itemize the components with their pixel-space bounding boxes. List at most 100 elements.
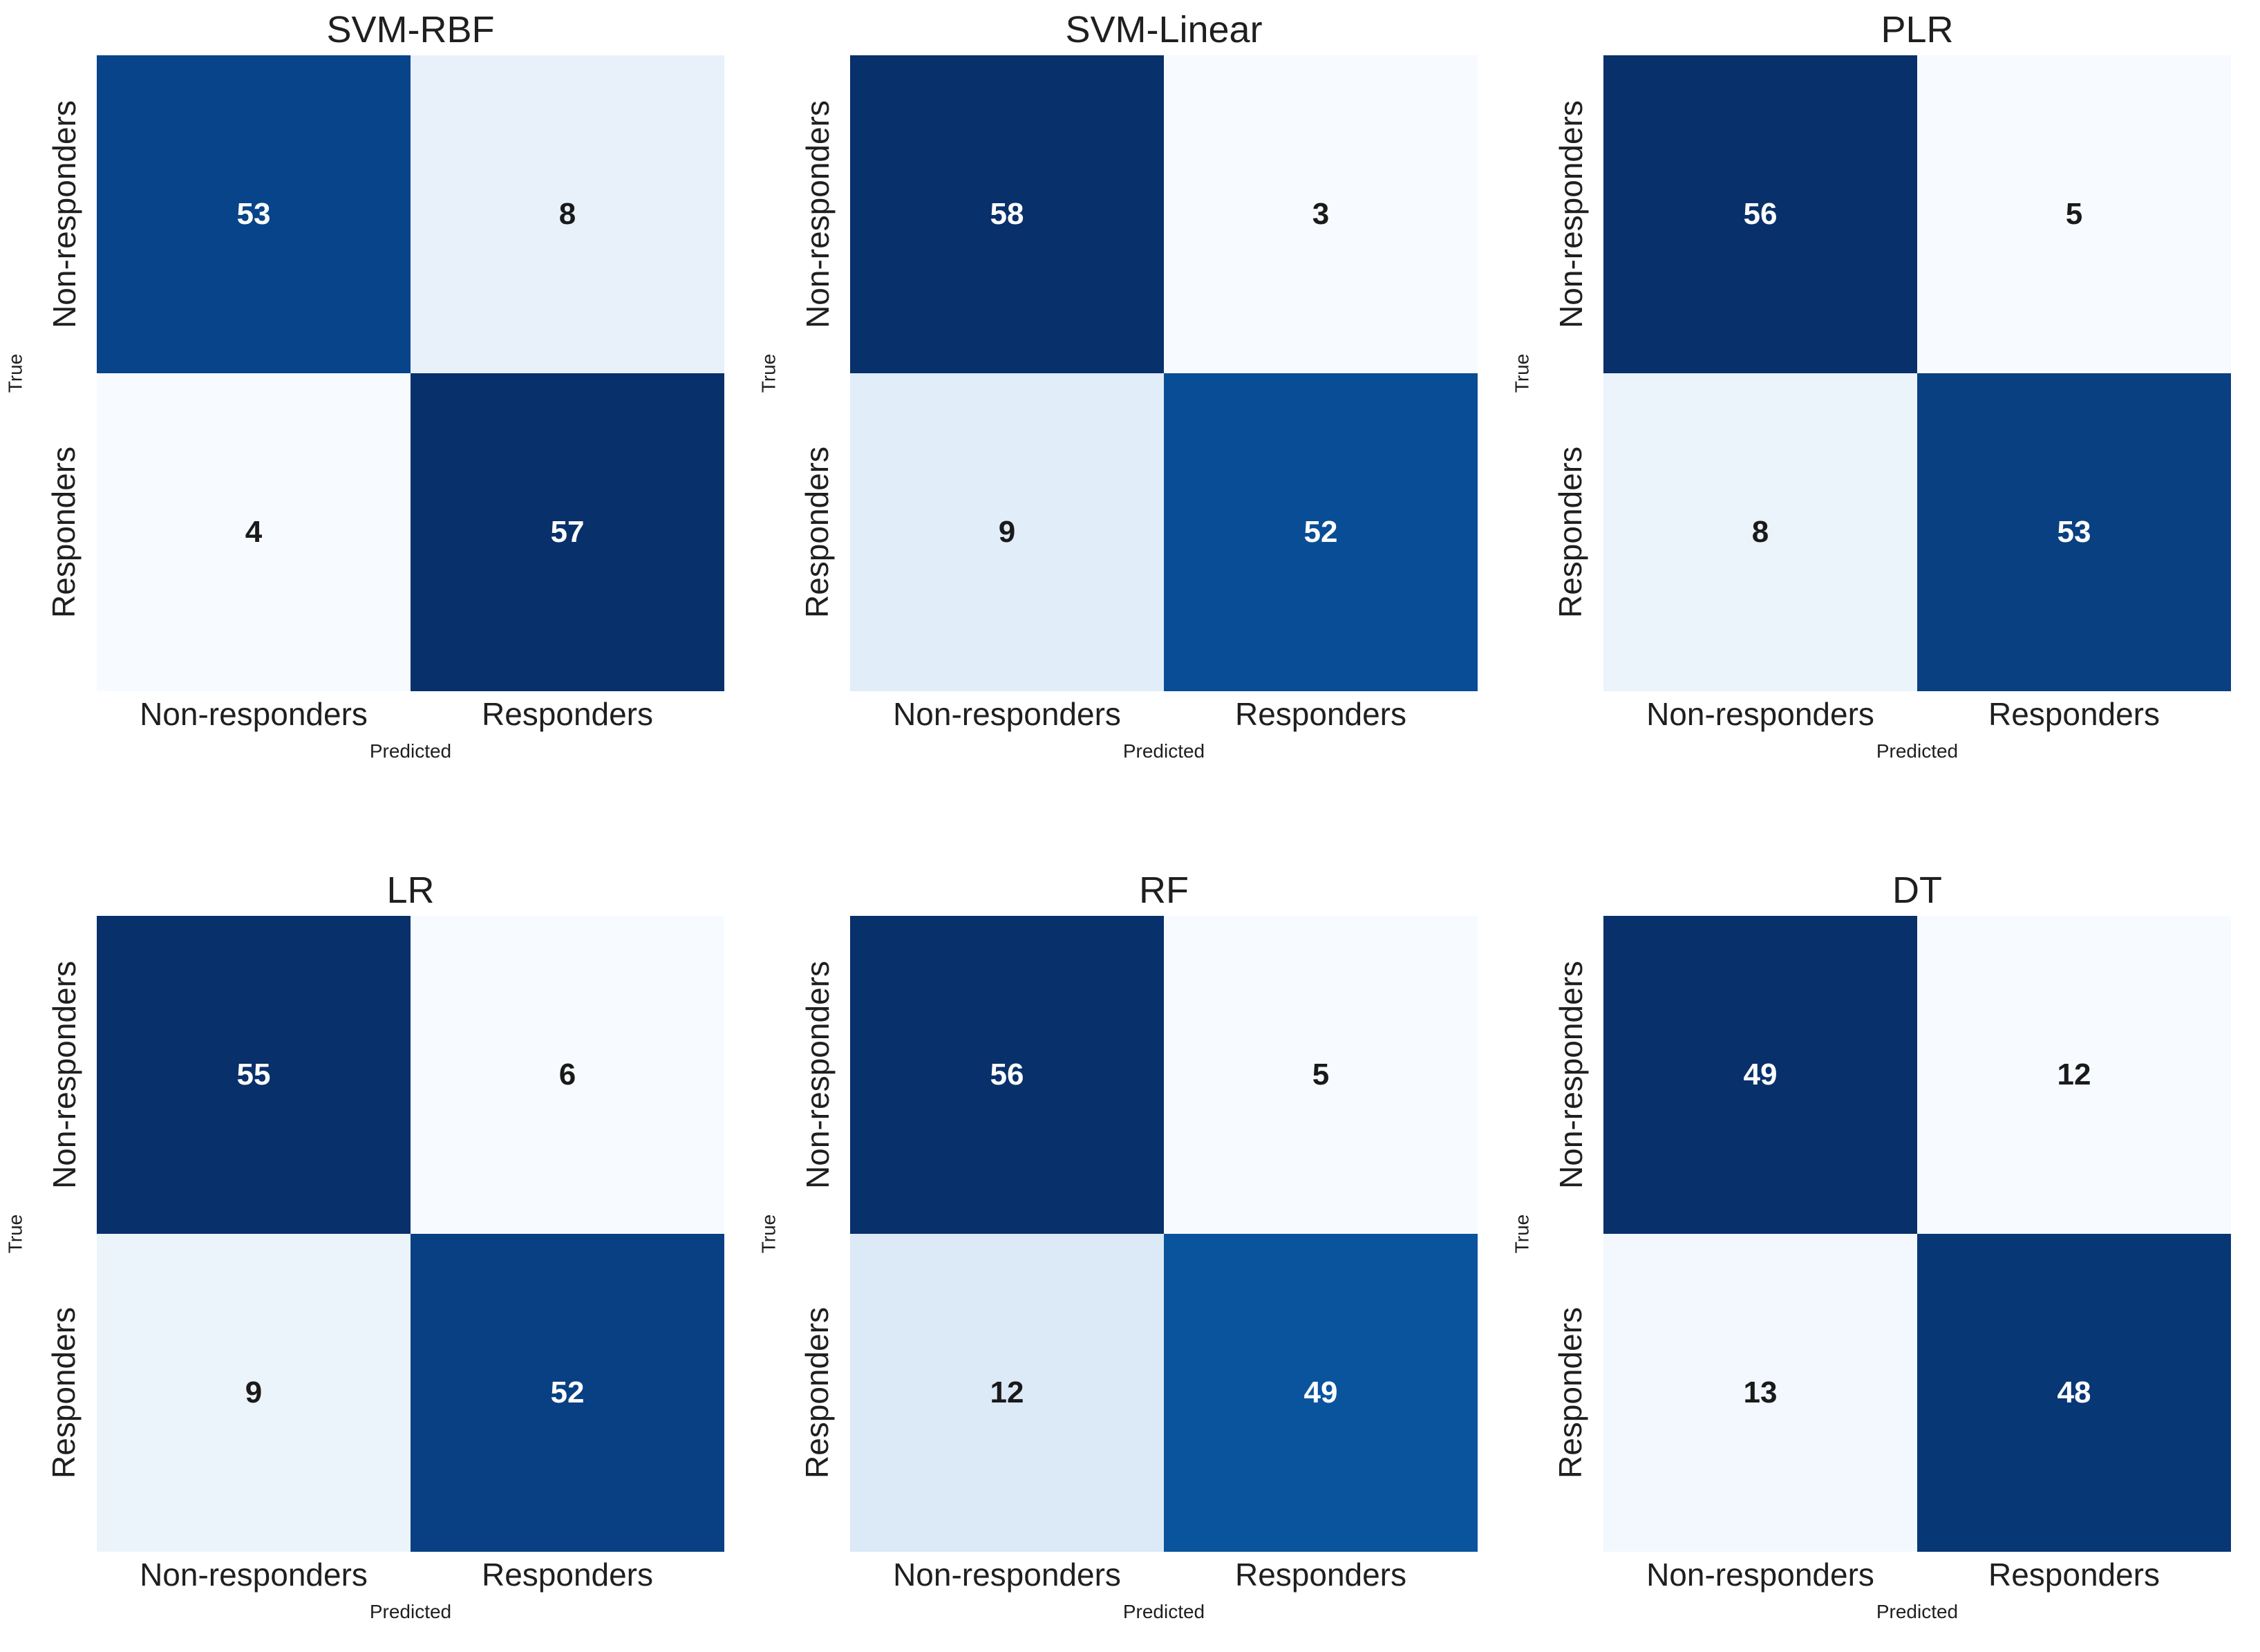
cell-value: 49 — [1743, 1058, 1778, 1091]
y-axis-label: True — [1507, 55, 1538, 691]
matrix-cell: 9 — [850, 373, 1164, 691]
x-tick-label: Responders — [481, 1557, 654, 1593]
matrix-cell: 3 — [1164, 55, 1478, 373]
matrix-cell: 56 — [1603, 55, 1917, 373]
cell-value: 13 — [1743, 1376, 1778, 1409]
subplot-title: SVM-Linear — [1065, 9, 1263, 50]
x-tick-row: Non-responders Responders — [850, 691, 1478, 737]
y-tick-column: Non-responders Responders — [31, 916, 97, 1552]
y-tick-label: Non-responders — [46, 961, 82, 1189]
confusion-matrix-svm-rbf: SVM-RBF True Non-responders Responders 5… — [0, 0, 753, 826]
heatmap: 58 3 9 52 — [850, 55, 1478, 691]
cell-value: 5 — [1312, 1058, 1330, 1091]
matrix-cell: 53 — [97, 55, 411, 373]
y-tick-label: Responders — [1552, 1306, 1589, 1479]
y-axis-label: True — [1507, 916, 1538, 1552]
x-tick-row: Non-responders Responders — [850, 1552, 1478, 1597]
x-tick-label: Non-responders — [1646, 1557, 1874, 1593]
heatmap: 56 5 8 53 — [1603, 55, 2231, 691]
matrix-cell: 6 — [411, 916, 724, 1234]
cell-value: 6 — [558, 1058, 576, 1091]
x-tick-label: Non-responders — [1646, 696, 1874, 732]
y-axis-label: True — [0, 916, 31, 1552]
y-axis-label: True — [753, 55, 784, 691]
matrix-cell: 12 — [850, 1234, 1164, 1552]
x-tick-row: Non-responders Responders — [97, 691, 724, 737]
x-tick-label: Responders — [1988, 696, 2160, 732]
cell-value: 56 — [990, 1058, 1024, 1091]
cell-value: 8 — [558, 197, 576, 231]
subplot-title: RF — [1139, 870, 1189, 911]
y-axis-label-text: True — [757, 1214, 780, 1254]
cell-value: 9 — [245, 1376, 263, 1409]
y-axis-label-text: True — [757, 353, 780, 393]
cell-value: 48 — [2057, 1376, 2091, 1409]
subplot-title: PLR — [1881, 9, 1954, 50]
y-axis-label-text: True — [4, 353, 26, 393]
x-tick-row: Non-responders Responders — [97, 1552, 724, 1597]
y-axis-label-text: True — [1511, 1214, 1533, 1254]
y-tick-label: Responders — [799, 446, 836, 619]
y-tick-label: Non-responders — [1552, 100, 1589, 328]
cell-value: 4 — [245, 515, 263, 549]
y-axis-label-text: True — [4, 1214, 26, 1254]
y-tick-label: Non-responders — [799, 961, 836, 1189]
y-tick-label: Non-responders — [46, 100, 82, 328]
matrix-cell: 13 — [1603, 1234, 1917, 1552]
x-tick-label: Responders — [1234, 1557, 1407, 1593]
matrix-cell: 8 — [1603, 373, 1917, 691]
x-tick-row: Non-responders Responders — [1603, 1552, 2231, 1597]
y-tick-column: Non-responders Responders — [1538, 916, 1603, 1552]
x-tick-label: Responders — [481, 696, 654, 732]
matrix-cell: 53 — [1917, 373, 2231, 691]
matrix-cell: 56 — [850, 916, 1164, 1234]
x-tick-label: Non-responders — [893, 1557, 1121, 1593]
y-tick-column: Non-responders Responders — [1538, 55, 1603, 691]
x-axis-label: Predicted — [1122, 740, 1205, 762]
heatmap: 55 6 9 52 — [97, 916, 724, 1552]
cell-value: 58 — [990, 197, 1024, 231]
cell-value: 12 — [990, 1376, 1024, 1409]
y-tick-column: Non-responders Responders — [31, 55, 97, 691]
x-axis-label: Predicted — [1122, 1601, 1205, 1622]
matrix-cell: 55 — [97, 916, 411, 1234]
y-tick-label: Responders — [46, 446, 82, 619]
x-axis-label: Predicted — [1876, 1601, 1959, 1622]
y-tick-column: Non-responders Responders — [784, 55, 850, 691]
y-tick-column: Non-responders Responders — [784, 916, 850, 1552]
confusion-matrix-dt: DT True Non-responders Responders 49 12 … — [1507, 826, 2260, 1652]
cell-value: 53 — [2057, 515, 2091, 549]
cell-value: 49 — [1303, 1376, 1338, 1409]
matrix-cell: 9 — [97, 1234, 411, 1552]
matrix-cell: 5 — [1164, 916, 1478, 1234]
subplot-title: SVM-RBF — [326, 9, 495, 50]
x-axis-label: Predicted — [369, 1601, 452, 1622]
x-tick-label: Non-responders — [140, 696, 368, 732]
y-tick-label: Responders — [799, 1306, 836, 1479]
x-tick-label: Non-responders — [893, 696, 1121, 732]
confusion-matrix-lr: LR True Non-responders Responders 55 6 9… — [0, 826, 753, 1652]
confusion-matrix-rf: RF True Non-responders Responders 56 5 1… — [753, 826, 1507, 1652]
y-axis-label: True — [753, 916, 784, 1552]
subplot-title: DT — [1892, 870, 1942, 911]
x-tick-label: Responders — [1234, 696, 1407, 732]
matrix-cell: 49 — [1603, 916, 1917, 1234]
matrix-cell: 52 — [411, 1234, 724, 1552]
matrix-cell: 5 — [1917, 55, 2231, 373]
y-tick-label: Non-responders — [799, 100, 836, 328]
cell-value: 57 — [550, 515, 585, 549]
y-tick-label: Non-responders — [1552, 961, 1589, 1189]
cell-value: 3 — [1312, 197, 1330, 231]
cell-value: 52 — [1303, 515, 1338, 549]
heatmap: 56 5 12 49 — [850, 916, 1478, 1552]
matrix-cell: 57 — [411, 373, 724, 691]
matrix-cell: 8 — [411, 55, 724, 373]
matrix-cell: 12 — [1917, 916, 2231, 1234]
cell-value: 52 — [550, 1376, 585, 1409]
heatmap: 53 8 4 57 — [97, 55, 724, 691]
x-axis-label: Predicted — [1876, 740, 1959, 762]
cell-value: 9 — [998, 515, 1016, 549]
cell-value: 55 — [236, 1058, 271, 1091]
confusion-matrix-plr: PLR True Non-responders Responders 56 5 … — [1507, 0, 2260, 826]
